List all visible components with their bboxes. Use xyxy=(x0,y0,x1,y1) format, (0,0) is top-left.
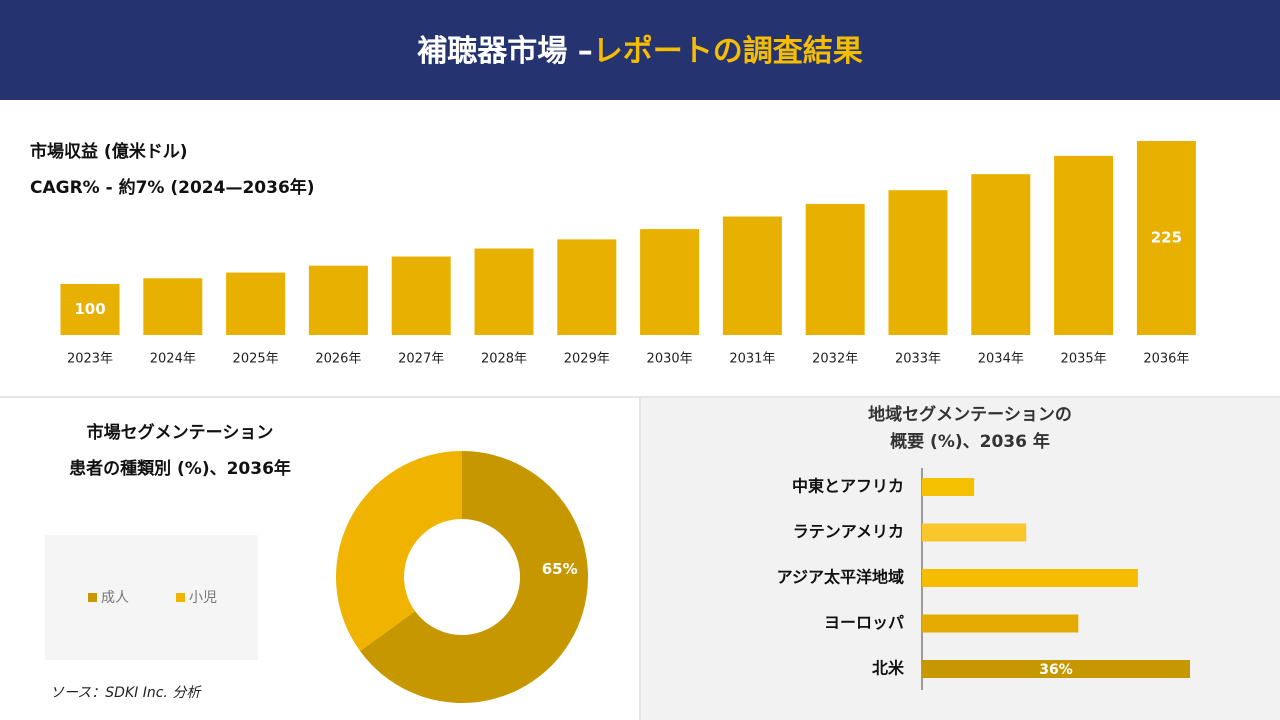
bar xyxy=(805,203,865,335)
x-tick-label: 2032年 xyxy=(812,352,858,367)
x-tick-label: 2034年 xyxy=(978,352,1024,367)
bar xyxy=(226,272,286,335)
chart-subtitle: CAGR% - 約7% (2024—2036年) xyxy=(30,177,315,198)
chart-subtitle: 概要 (%)、2036 年 xyxy=(890,431,1050,452)
x-tick-label: 2028年 xyxy=(481,352,527,367)
chart-subtitle: 患者の種類別 (%)、2036年 xyxy=(69,458,291,479)
bar xyxy=(143,278,203,335)
chart-title: 地域セグメンテーションの xyxy=(868,404,1072,425)
bar xyxy=(971,174,1031,335)
y-tick-label: 中東とアフリカ xyxy=(792,477,904,496)
bar xyxy=(922,569,1138,587)
legend-box xyxy=(45,535,258,660)
legend-swatch xyxy=(176,593,185,602)
data-label: 100 xyxy=(74,300,105,318)
data-label: 65% xyxy=(542,560,578,578)
bar xyxy=(640,229,700,335)
x-tick-label: 2035年 xyxy=(1061,352,1107,367)
legend-label: 成人 xyxy=(101,590,129,606)
header-band xyxy=(0,0,1280,100)
x-tick-label: 2030年 xyxy=(647,352,693,367)
data-label: 36% xyxy=(1039,662,1073,678)
chart-title: 市場セグメンテーション xyxy=(87,422,274,443)
x-tick-label: 2029年 xyxy=(564,352,610,367)
bar xyxy=(391,256,451,335)
donut-slice xyxy=(336,451,462,652)
y-tick-label: ヨーロッパ xyxy=(824,613,904,632)
legend-swatch xyxy=(88,593,97,602)
x-tick-label: 2025年 xyxy=(233,352,279,367)
bar xyxy=(922,478,975,496)
x-tick-label: 2026年 xyxy=(315,352,361,367)
x-tick-label: 2036年 xyxy=(1143,352,1189,367)
header-title-highlight: レポートの調査結果 xyxy=(593,34,863,69)
header-title-main: 補聴器市場 – xyxy=(416,34,592,69)
source-note: ソース：SDKI Inc. 分析 xyxy=(50,685,202,701)
data-label: 225 xyxy=(1151,229,1182,247)
bar xyxy=(1054,155,1114,335)
x-tick-label: 2033年 xyxy=(895,352,941,367)
bar xyxy=(922,660,1190,678)
bar xyxy=(474,248,534,335)
bar xyxy=(922,523,1027,542)
y-tick-label: ラテンアメリカ xyxy=(793,522,904,541)
x-tick-label: 2023年 xyxy=(67,352,113,367)
x-tick-label: 2031年 xyxy=(729,352,775,367)
bar xyxy=(1136,141,1196,335)
y-tick-label: アジア太平洋地域 xyxy=(777,568,904,587)
bar xyxy=(722,216,782,335)
x-tick-label: 2027年 xyxy=(398,352,444,367)
x-tick-label: 2024年 xyxy=(150,352,196,367)
bar xyxy=(308,265,368,335)
legend-label: 小児 xyxy=(189,590,217,606)
header-title: 補聴器市場 –レポートの調査結果 xyxy=(416,34,862,69)
y-tick-label: 北米 xyxy=(872,659,905,678)
bar xyxy=(922,614,1079,633)
bar xyxy=(557,239,617,335)
bar xyxy=(888,190,948,335)
donut-slice xyxy=(360,451,588,703)
chart-title: 市場収益 (億米ドル) xyxy=(30,141,187,162)
bar xyxy=(60,284,120,335)
